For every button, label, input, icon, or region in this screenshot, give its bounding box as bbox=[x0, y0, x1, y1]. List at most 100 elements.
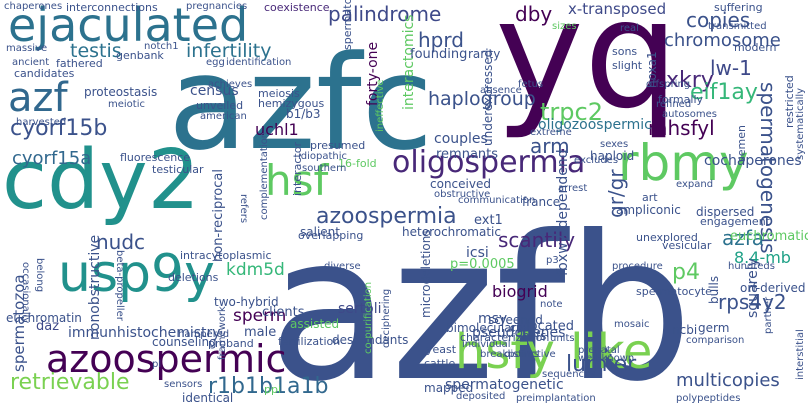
word: arm bbox=[530, 134, 570, 158]
word: prenatal bbox=[578, 345, 620, 356]
word: obstructive bbox=[434, 189, 491, 200]
word: azfb bbox=[268, 193, 693, 404]
word: multicopies bbox=[676, 370, 780, 391]
word: dby bbox=[515, 2, 553, 26]
word: r1b1b1a1b bbox=[208, 374, 329, 399]
word: underexpressed bbox=[481, 49, 495, 146]
word: retrievable bbox=[10, 370, 130, 395]
word: haplogroup bbox=[428, 88, 536, 110]
word: autosomes bbox=[662, 109, 717, 120]
word: yeast bbox=[426, 343, 457, 356]
word: founding bbox=[410, 47, 468, 62]
word: engagement bbox=[700, 215, 770, 228]
word: male bbox=[244, 325, 277, 340]
word: xkry bbox=[666, 68, 714, 93]
word: ncbi bbox=[672, 323, 698, 337]
word: arrest bbox=[558, 183, 588, 194]
word: germ bbox=[698, 321, 730, 335]
word: immunhistochemistry bbox=[68, 325, 221, 341]
word: achieves bbox=[208, 79, 253, 90]
word: azf bbox=[8, 75, 68, 121]
word: pseudogenes bbox=[472, 325, 566, 341]
word: coexistence bbox=[264, 1, 330, 14]
word: orf-derived bbox=[740, 281, 806, 295]
word: idiopathic bbox=[298, 151, 348, 162]
word: real bbox=[620, 23, 639, 34]
word: spermatocyte bbox=[636, 285, 712, 298]
word: ejaculated bbox=[8, 0, 249, 52]
word: rarity bbox=[468, 47, 501, 61]
word: scantily bbox=[498, 228, 576, 252]
word: sequences bbox=[542, 369, 596, 380]
word: intracytoplasmic bbox=[180, 249, 272, 262]
word: meiotic bbox=[108, 99, 145, 110]
word: fathered bbox=[56, 57, 103, 70]
word: oligozoospermic bbox=[538, 117, 652, 133]
word: proband bbox=[208, 337, 254, 350]
word: absence bbox=[480, 85, 522, 96]
word: interconnections bbox=[66, 1, 158, 14]
word: characterization bbox=[460, 331, 550, 344]
word: nudc bbox=[96, 230, 146, 254]
word: infertility bbox=[186, 40, 272, 62]
word: p=0.0005 bbox=[450, 257, 515, 272]
word: yq bbox=[495, 0, 679, 142]
word: well-known bbox=[578, 353, 635, 364]
word: preimplantation bbox=[516, 393, 596, 404]
word: american bbox=[200, 111, 247, 122]
word: ineffective bbox=[375, 79, 386, 132]
word: sizes bbox=[552, 21, 577, 32]
word: euchromatin bbox=[6, 311, 82, 325]
word: modern bbox=[734, 41, 777, 54]
word: b1/b3 bbox=[286, 107, 321, 121]
word: nonobstructive bbox=[87, 234, 103, 340]
word: extreme bbox=[530, 127, 572, 138]
word: art bbox=[642, 191, 658, 204]
word: bimolecular bbox=[446, 321, 517, 335]
word: sons bbox=[612, 45, 638, 58]
word: cochaperones bbox=[704, 153, 802, 169]
word: x-transposed bbox=[568, 0, 667, 18]
word: hsf bbox=[265, 156, 329, 205]
word: note bbox=[540, 299, 563, 310]
word: clients bbox=[262, 305, 305, 320]
word: sensors bbox=[164, 379, 203, 390]
word: sexes bbox=[600, 139, 629, 150]
word: ext1 bbox=[474, 213, 503, 228]
word: suffering bbox=[714, 1, 763, 14]
word: screened bbox=[488, 313, 543, 327]
word: azfc bbox=[168, 27, 434, 179]
word: cattle bbox=[424, 357, 456, 370]
word: salient bbox=[300, 225, 340, 239]
word: cnv bbox=[510, 321, 530, 334]
word: individual bbox=[462, 339, 511, 350]
word: icsi bbox=[466, 245, 489, 261]
word: ppi bbox=[264, 383, 282, 396]
word: refined bbox=[656, 99, 692, 110]
word: partner bbox=[763, 296, 774, 334]
word: hsfs bbox=[522, 329, 547, 343]
word: identification bbox=[226, 57, 292, 68]
word: restricted bbox=[783, 75, 796, 128]
word: identical bbox=[182, 391, 234, 404]
word: hundreds bbox=[728, 261, 775, 272]
word: rbmy bbox=[618, 134, 749, 192]
word: diverse bbox=[324, 261, 361, 272]
word: presumed bbox=[310, 139, 366, 152]
word: azoospermia bbox=[316, 204, 457, 229]
word: hampered bbox=[178, 329, 230, 340]
word: refers bbox=[238, 194, 249, 224]
word: cyorf15a bbox=[12, 148, 92, 169]
word: breakpoints bbox=[480, 349, 540, 360]
word: sperm bbox=[233, 306, 287, 326]
word: squarely bbox=[745, 258, 761, 318]
word: biogrid bbox=[492, 282, 548, 301]
word: usp9y bbox=[58, 244, 215, 304]
word: located bbox=[526, 319, 575, 334]
word: interactomics bbox=[401, 14, 417, 110]
word: ampliconic bbox=[616, 203, 681, 217]
word: oligospermia bbox=[392, 145, 586, 180]
word: palindrome bbox=[328, 2, 442, 26]
word: lumier bbox=[566, 352, 637, 377]
word: offspring bbox=[646, 79, 691, 90]
